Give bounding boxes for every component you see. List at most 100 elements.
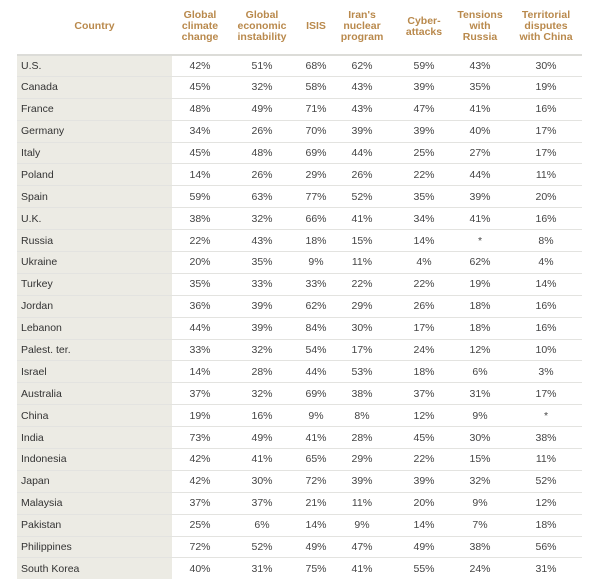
percent-cell: 32%: [251, 387, 273, 400]
percent-cell: 18%: [535, 519, 557, 532]
table-row: Russia 22% 43% 18% 15% 14% * 8%: [17, 229, 582, 252]
percent-cell: 14%: [413, 234, 435, 247]
percent-cell: 30%: [351, 322, 373, 335]
country-name: Palest. ter.: [17, 339, 172, 361]
percent-cell: 41%: [251, 453, 273, 466]
percent-cell: 41%: [305, 431, 327, 444]
percent-cell: 21%: [305, 497, 327, 510]
percent-cell: 62%: [305, 300, 327, 313]
percent-cell: 20%: [535, 190, 557, 203]
percent-cell: 38%: [351, 387, 373, 400]
percent-cell: 14%: [189, 365, 211, 378]
percent-cell: 9%: [308, 409, 324, 422]
country-name: Japan: [17, 470, 172, 492]
percent-cell: 11%: [535, 453, 557, 466]
percent-cell: 17%: [413, 322, 435, 335]
percent-cell: 71%: [305, 103, 327, 116]
table-row: Pakistan 25% 6% 14% 9% 14% 7% 18%: [17, 513, 582, 536]
country-name: Israel: [17, 361, 172, 383]
percent-cell: 32%: [469, 475, 491, 488]
percent-cell: 18%: [469, 300, 491, 313]
table-row: Canada 45% 32% 58% 43% 39% 35% 19%: [17, 75, 582, 98]
percent-cell: 31%: [535, 562, 557, 575]
country-name: Ukraine: [17, 252, 172, 273]
percent-cell: 37%: [251, 497, 273, 510]
country-name: Jordan: [17, 295, 172, 317]
table-row: Australia 37% 32% 69% 38% 37% 31% 17%: [17, 382, 582, 405]
column-header: Country: [74, 20, 115, 32]
country-name: Malaysia: [17, 492, 172, 514]
percent-cell: 49%: [305, 541, 327, 554]
table-row: South Korea 40% 31% 75% 41% 55% 24% 31%: [17, 557, 582, 579]
percent-cell: 3%: [538, 365, 554, 378]
table-row: Israel 14% 28% 44% 53% 18% 6% 3%: [17, 360, 582, 383]
percent-cell: 39%: [351, 125, 373, 138]
percent-cell: 8%: [538, 234, 554, 247]
column-header: Cyber-attacks: [405, 14, 443, 38]
table-row: Lebanon 44% 39% 84% 30% 17% 18% 16%: [17, 316, 582, 339]
percent-cell: 45%: [189, 147, 211, 159]
percent-cell: 40%: [469, 125, 491, 138]
percent-cell: 14%: [535, 278, 557, 291]
percent-cell: 34%: [189, 125, 211, 138]
country-name: Germany: [17, 120, 172, 142]
percent-cell: 43%: [469, 59, 491, 72]
country-name: Indonesia: [17, 449, 172, 470]
percent-cell: 44%: [351, 147, 373, 159]
table-row: Ukraine 20% 35% 9% 11% 4% 62% 4%: [17, 251, 582, 273]
percent-cell: 47%: [413, 103, 435, 116]
percent-cell: 33%: [251, 278, 273, 291]
percent-cell: 48%: [251, 147, 273, 159]
percent-cell: 27%: [469, 147, 491, 159]
percent-cell: 38%: [189, 212, 211, 225]
percent-cell: 38%: [535, 431, 557, 444]
table-row: France 48% 49% 71% 43% 47% 41% 16%: [17, 97, 582, 120]
percent-cell: 41%: [469, 103, 491, 116]
percent-cell: 43%: [251, 234, 273, 247]
table-row: Turkey 35% 33% 33% 22% 22% 19% 14%: [17, 272, 582, 295]
threat-table: Country Global climate change Global econo…: [17, 0, 582, 579]
percent-cell: 49%: [251, 103, 273, 116]
percent-cell: 16%: [535, 300, 557, 313]
percent-cell: 43%: [351, 81, 373, 94]
percent-cell: 31%: [251, 562, 273, 575]
percent-cell: 35%: [413, 190, 435, 203]
table-row: Japan 42% 30% 72% 39% 39% 32% 52%: [17, 469, 582, 492]
percent-cell: 17%: [535, 125, 557, 138]
table-row: Jordan 36% 39% 62% 29% 26% 18% 16%: [17, 294, 582, 317]
percent-cell: 39%: [251, 300, 273, 313]
percent-cell: 62%: [351, 59, 373, 72]
percent-cell: 22%: [351, 278, 373, 291]
percent-cell: 7%: [472, 519, 488, 532]
country-name: Philippines: [17, 536, 172, 558]
percent-cell: 42%: [189, 59, 211, 72]
table-row: Malaysia 37% 37% 21% 11% 20% 9% 12%: [17, 491, 582, 514]
table-row: Spain 59% 63% 77% 52% 35% 39% 20%: [17, 185, 582, 208]
percent-cell: 48%: [189, 103, 211, 116]
percent-cell: 15%: [351, 234, 373, 247]
percent-cell: 39%: [469, 190, 491, 203]
column-header: ISIS: [306, 20, 326, 32]
percent-cell: 22%: [189, 234, 211, 247]
percent-cell: 75%: [305, 562, 327, 575]
column-header: Iran's nuclear program: [340, 9, 384, 43]
percent-cell: 28%: [351, 431, 373, 444]
percent-cell: 41%: [351, 212, 373, 225]
percent-cell: 30%: [251, 475, 273, 488]
percent-cell: 44%: [469, 168, 491, 181]
percent-cell: 26%: [413, 300, 435, 313]
table-row: Italy 45% 48% 69% 44% 25% 27% 17%: [17, 141, 582, 164]
table-row: Germany 34% 26% 70% 39% 39% 40% 17%: [17, 119, 582, 142]
table-row: Philippines 72% 52% 49% 47% 49% 38% 56%: [17, 535, 582, 558]
percent-cell: 52%: [351, 190, 373, 203]
percent-cell: 39%: [413, 475, 435, 488]
percent-cell: 41%: [351, 562, 373, 575]
percent-cell: 19%: [469, 278, 491, 291]
table-row: Poland 14% 26% 29% 26% 22% 44% 11%: [17, 163, 582, 186]
percent-cell: 38%: [469, 541, 491, 554]
percent-cell: 12%: [413, 409, 435, 422]
percent-cell: 25%: [189, 519, 211, 532]
percent-cell: 14%: [189, 168, 211, 181]
percent-cell: 12%: [469, 344, 491, 357]
percent-cell: 17%: [535, 147, 557, 159]
